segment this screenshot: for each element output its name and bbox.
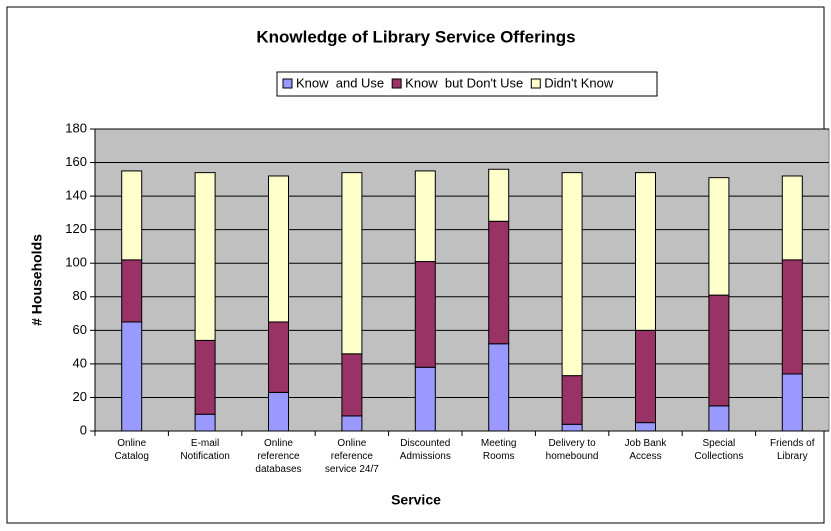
x-tick-label-box: Meeting Rooms	[480, 438, 517, 462]
bar-segment	[341, 353, 363, 417]
bar-segment	[341, 172, 363, 355]
bar-segment	[121, 321, 143, 432]
x-tick-label: E-mail Notification	[180, 438, 230, 462]
legend-swatch	[530, 78, 541, 89]
x-tick-label-box: Friends of Library	[770, 438, 815, 462]
x-tick-label: Job Bank Access	[624, 438, 667, 462]
chart-title: Knowledge of Library Service Offerings	[256, 27, 575, 46]
x-tick-label: Delivery to homebound	[545, 438, 599, 462]
bar-segment	[488, 343, 510, 432]
bar-segment	[268, 391, 289, 432]
y-tick-label: 120	[65, 221, 87, 236]
y-tick-label: 20	[73, 389, 87, 404]
x-tick-label: Meeting Rooms	[480, 438, 517, 462]
bar-segment	[708, 177, 730, 296]
x-tick-label: Special Collections	[694, 438, 744, 462]
x-tick-label: Online reference service 24/7	[324, 438, 379, 475]
y-tick-label: 180	[65, 120, 87, 135]
bar-segment	[121, 259, 143, 323]
bar-segment	[561, 423, 583, 432]
x-tick-label-box: Online reference service 24/7	[324, 438, 379, 475]
y-tick-label: 0	[80, 422, 87, 437]
bar-segment	[561, 375, 583, 425]
legend-label: Know but Don't Use	[405, 75, 523, 90]
bar-segment	[708, 405, 730, 432]
y-tick-label: 80	[73, 288, 87, 303]
bar-segment	[781, 175, 803, 261]
y-tick-label: 140	[65, 188, 87, 203]
bar-segment	[708, 294, 730, 407]
y-axis-label: # Households	[29, 234, 45, 326]
x-tick-label-box: Discounted Admissions	[399, 438, 451, 462]
bar-segment	[781, 373, 803, 432]
y-tick-label: 100	[65, 255, 87, 270]
legend-box	[276, 71, 658, 97]
x-axis-label: Service	[391, 492, 441, 508]
bar-segment	[488, 220, 510, 345]
bar-segment	[488, 168, 510, 222]
bar-segment	[561, 172, 583, 377]
x-tick-label: Online reference databases	[255, 438, 302, 475]
bar-segment	[194, 172, 216, 341]
legend-label: Didn't Know	[544, 75, 614, 90]
x-tick-label-box: Online reference databases	[255, 438, 302, 475]
bar-segment	[268, 175, 289, 323]
bar-segment	[635, 172, 656, 331]
bar-segment	[194, 339, 216, 415]
x-tick-label-box: Online Catalog	[114, 438, 149, 462]
bar-segment	[414, 366, 436, 432]
bar-segment	[341, 415, 363, 432]
x-tick-label-box: Special Collections	[694, 438, 744, 462]
bar-segment	[414, 261, 436, 368]
y-tick-label: 40	[73, 355, 87, 370]
bar-segment	[635, 329, 656, 424]
bar-segment	[414, 170, 436, 263]
y-tick-label: 160	[65, 154, 87, 169]
x-tick-label-box: Delivery to homebound	[545, 438, 599, 462]
bar-segment	[194, 413, 216, 432]
bar-segment	[268, 321, 289, 393]
bar-segment	[781, 259, 803, 375]
legend-swatch	[282, 78, 293, 89]
x-tick-label: Online Catalog	[114, 438, 149, 462]
legend-label: Know and Use	[296, 75, 384, 90]
x-tick-label-box: Job Bank Access	[624, 438, 667, 462]
x-tick-label: Friends of Library	[770, 438, 815, 462]
x-tick-label: Discounted Admissions	[399, 438, 451, 462]
y-tick-label: 60	[73, 322, 87, 337]
legend-swatch	[391, 78, 402, 89]
bar-segment	[635, 422, 656, 432]
x-tick-label-box: E-mail Notification	[180, 438, 230, 462]
bar-segment	[121, 170, 143, 261]
